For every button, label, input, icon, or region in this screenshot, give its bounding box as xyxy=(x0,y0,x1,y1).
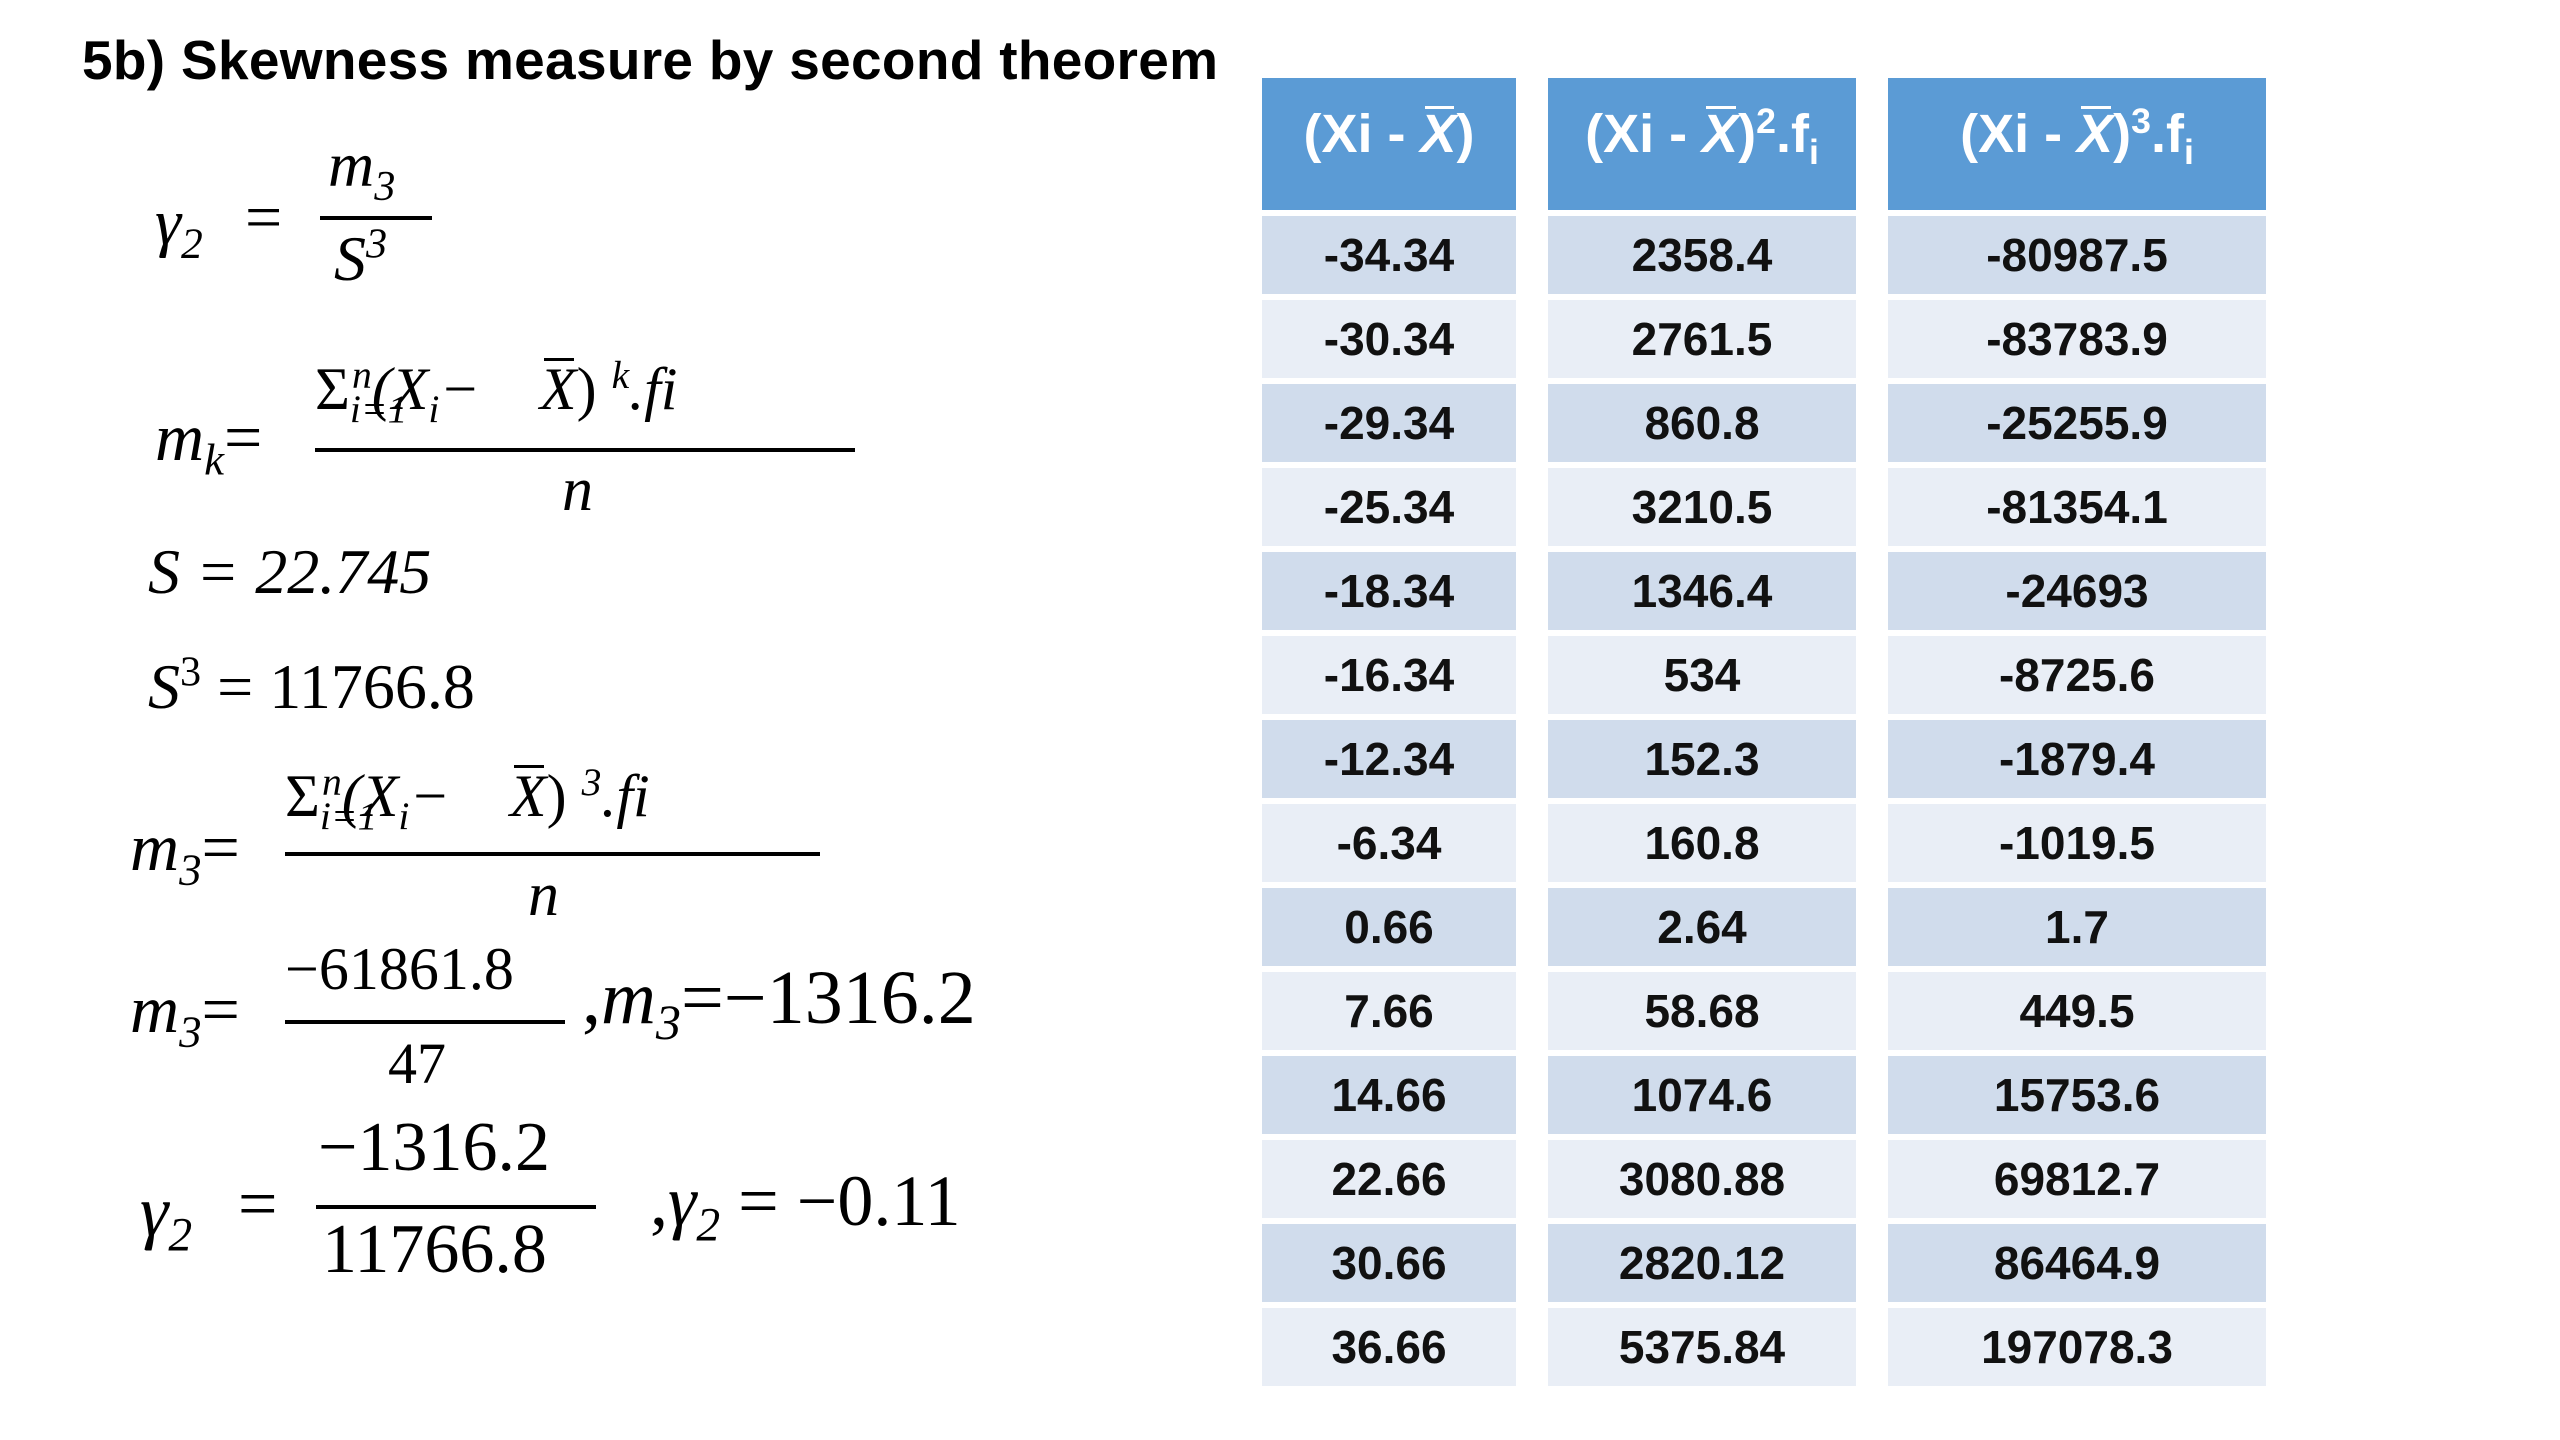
std-dev-cubed-value: S3 = 11766.8 xyxy=(148,648,475,722)
table-cell: 0.66 xyxy=(1262,888,1516,966)
mk-fraction-bar xyxy=(315,448,855,452)
table-cell: -25.34 xyxy=(1262,468,1516,546)
table-cell: 2820.12 xyxy=(1548,1224,1856,1302)
mk-denominator: n xyxy=(562,456,593,524)
table-cell: 5375.84 xyxy=(1548,1308,1856,1386)
fraction-numerator: m3 xyxy=(328,129,396,210)
table-cell: 197078.3 xyxy=(1888,1308,2266,1386)
table-cell: 2.64 xyxy=(1548,888,1856,966)
page-title: 5b) Skewness measure by second theorem xyxy=(82,29,1219,91)
table-cell: -83783.9 xyxy=(1888,300,2266,378)
table-cell: -8725.6 xyxy=(1888,636,2266,714)
std-dev-value: S = 22.745 xyxy=(148,536,432,607)
table-cell: 3080.88 xyxy=(1548,1140,1856,1218)
table-cell: 534 xyxy=(1548,636,1856,714)
table-cell: 86464.9 xyxy=(1888,1224,2266,1302)
table-cell: 1346.4 xyxy=(1548,552,1856,630)
table-cell: 7.66 xyxy=(1262,972,1516,1050)
table-cell: -80987.5 xyxy=(1888,216,2266,294)
table-cell: 2358.4 xyxy=(1548,216,1856,294)
table-header-deviation-cubed: (Xi - X)3.fi xyxy=(1888,78,2266,210)
table-cell: 2761.5 xyxy=(1548,300,1856,378)
equals-sign-numeric: = xyxy=(238,1166,278,1243)
table-cell: 449.5 xyxy=(1888,972,2266,1050)
m3-numeric-fraction-bar xyxy=(285,1020,565,1024)
m3-result: ,m3=−1316.2 xyxy=(582,956,976,1051)
m3-numerator: Σi=1n(Xi− X) 3.fi xyxy=(285,760,650,838)
table-cell: 1074.6 xyxy=(1548,1056,1856,1134)
mk-numerator: Σi=1n(Xi− X) k.fi xyxy=(315,353,678,431)
deviation-table: (Xi - X) (Xi - X)2.fi (Xi - X)3.fi -34.3… xyxy=(1262,78,2266,1392)
gamma-numeric-fraction-bar xyxy=(316,1205,596,1209)
table-cell: -30.34 xyxy=(1262,300,1516,378)
table-cell: 152.3 xyxy=(1548,720,1856,798)
table-cell: 30.66 xyxy=(1262,1224,1516,1302)
table-cell: 14.66 xyxy=(1262,1056,1516,1134)
table-cell: 58.68 xyxy=(1548,972,1856,1050)
table-cell: -1879.4 xyxy=(1888,720,2266,798)
table-cell: -81354.1 xyxy=(1888,468,2266,546)
table-header-deviation-squared: (Xi - X)2.fi xyxy=(1548,78,1856,210)
table-cell: 36.66 xyxy=(1262,1308,1516,1386)
table-cell: -18.34 xyxy=(1262,552,1516,630)
equals-sign: = xyxy=(245,181,283,254)
m3-symbol-numeric: m3= xyxy=(130,971,240,1057)
table-cell: 860.8 xyxy=(1548,384,1856,462)
table-cell: 160.8 xyxy=(1548,804,1856,882)
table-header-deviation: (Xi - X) xyxy=(1262,78,1516,210)
gamma-result: ,γ2 = −0.11 xyxy=(650,1161,961,1252)
gamma-numeric-numerator: −1316.2 xyxy=(318,1109,550,1186)
table-cell: -34.34 xyxy=(1262,216,1516,294)
m3-numeric-denominator: 47 xyxy=(388,1031,446,1096)
table-cell: 22.66 xyxy=(1262,1140,1516,1218)
table-cell: -6.34 xyxy=(1262,804,1516,882)
m3-numeric-numerator: −61861.8 xyxy=(285,936,514,1002)
gamma-symbol-numeric: γ2 xyxy=(140,1171,193,1262)
table-cell: -12.34 xyxy=(1262,720,1516,798)
gamma-numeric-denominator: 11766.8 xyxy=(322,1211,547,1288)
m3-symbol: m3= xyxy=(130,809,240,895)
fraction-denominator: S3 xyxy=(334,220,388,294)
m3-denominator: n xyxy=(528,861,559,929)
table-cell: -24693 xyxy=(1888,552,2266,630)
m3-fraction-bar xyxy=(285,852,820,856)
table-cell: -29.34 xyxy=(1262,384,1516,462)
gamma-symbol: γ2 xyxy=(155,186,203,269)
gamma-fraction: m3 S3 xyxy=(320,129,432,300)
fraction-bar xyxy=(320,216,432,220)
table-cell: -1019.5 xyxy=(1888,804,2266,882)
table-cell: 15753.6 xyxy=(1888,1056,2266,1134)
table-cell: -16.34 xyxy=(1262,636,1516,714)
table-cell: 69812.7 xyxy=(1888,1140,2266,1218)
mk-symbol: mk= xyxy=(155,399,263,485)
table-cell: 1.7 xyxy=(1888,888,2266,966)
table-cell: -25255.9 xyxy=(1888,384,2266,462)
table-cell: 3210.5 xyxy=(1548,468,1856,546)
